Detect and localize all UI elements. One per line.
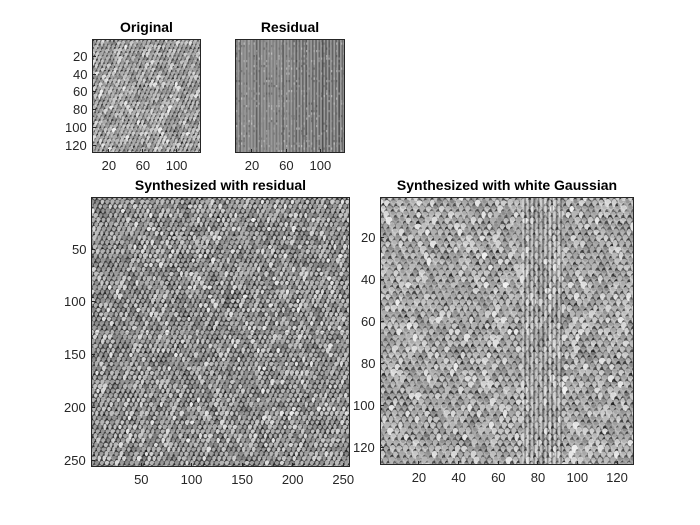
synth-residual-title: Synthesized with residual	[134, 177, 307, 193]
x-tick-mark	[497, 461, 499, 465]
x-tick-mark	[320, 149, 321, 153]
y-tick-mark	[92, 144, 96, 146]
y-tick-label: 100	[353, 397, 375, 413]
y-tick-mark	[92, 55, 96, 57]
y-tick-label: 250	[64, 452, 86, 468]
y-tick-mark	[380, 362, 384, 364]
x-tick-mark	[616, 461, 618, 465]
y-tick-label: 60	[73, 84, 88, 100]
y-tick-mark	[92, 73, 96, 75]
y-tick-label: 40	[73, 66, 88, 82]
y-tick-label: 20	[73, 48, 88, 64]
x-tick-mark	[191, 463, 193, 467]
x-tick-label: 100	[180, 472, 203, 487]
x-tick-mark	[418, 461, 420, 465]
x-tick-mark	[176, 149, 178, 153]
x-tick-label: 80	[530, 470, 546, 485]
y-tick-mark	[380, 279, 384, 281]
y-tick-label: 100	[64, 294, 86, 310]
y-tick-mark	[380, 446, 384, 448]
texture-svg	[93, 40, 200, 152]
y-tick-mark	[380, 404, 384, 406]
y-tick-mark	[92, 109, 96, 111]
y-tick-label: 80	[361, 355, 376, 371]
y-tick-mark	[91, 406, 95, 408]
synth-residual-image	[91, 197, 350, 467]
y-tick-mark	[91, 301, 95, 303]
y-tick-label: 120	[65, 137, 87, 153]
x-tick-label: 100	[165, 158, 188, 173]
x-tick-mark	[292, 463, 294, 467]
y-tick-mark	[380, 237, 384, 239]
x-tick-label: 50	[134, 472, 149, 487]
x-tick-label: 60	[279, 158, 294, 173]
x-tick-mark	[576, 461, 578, 465]
y-tick-mark	[92, 91, 96, 93]
x-tick-label: 60	[135, 158, 151, 173]
x-tick-label: 100	[309, 158, 332, 173]
y-tick-mark	[380, 321, 384, 323]
x-tick-mark	[142, 149, 144, 153]
y-tick-label: 40	[361, 272, 376, 288]
y-tick-mark	[92, 127, 96, 129]
original-title: Original	[120, 19, 173, 35]
x-tick-label: 20	[244, 158, 260, 173]
y-tick-label: 120	[353, 439, 375, 455]
y-tick-label: 50	[72, 241, 87, 257]
x-tick-mark	[251, 149, 253, 153]
original-image	[92, 39, 201, 153]
x-tick-label: 250	[332, 472, 355, 487]
synth-gaussian-title: Synthesized with white Gaussian	[396, 177, 618, 193]
y-tick-label: 100	[65, 120, 87, 136]
x-tick-mark	[537, 461, 539, 465]
x-tick-mark	[241, 463, 243, 467]
x-tick-mark	[457, 461, 459, 465]
texture-svg	[236, 40, 344, 152]
y-tick-label: 60	[361, 314, 376, 330]
residual-title: Residual	[260, 19, 320, 35]
x-tick-label: 200	[281, 472, 304, 487]
texture-svg	[381, 198, 633, 464]
y-tick-mark	[91, 248, 95, 250]
x-tick-label: 120	[606, 470, 628, 485]
residual-image	[235, 39, 345, 153]
y-tick-label: 20	[361, 230, 376, 246]
x-tick-mark	[140, 463, 142, 467]
synth-gaussian-image	[380, 197, 634, 465]
x-tick-label: 20	[101, 158, 117, 173]
x-tick-mark	[285, 149, 287, 153]
texture-svg	[92, 198, 349, 466]
x-tick-mark	[342, 463, 344, 467]
y-tick-mark	[91, 459, 95, 461]
y-tick-mark	[91, 354, 95, 356]
x-tick-label: 60	[491, 470, 506, 485]
y-tick-label: 150	[64, 347, 86, 363]
x-tick-mark	[108, 149, 110, 153]
x-tick-label: 150	[231, 472, 253, 487]
y-tick-label: 200	[64, 399, 86, 415]
x-tick-label: 20	[411, 470, 427, 485]
x-tick-label: 100	[566, 470, 589, 485]
x-tick-label: 40	[451, 470, 466, 485]
y-tick-label: 80	[73, 102, 88, 118]
